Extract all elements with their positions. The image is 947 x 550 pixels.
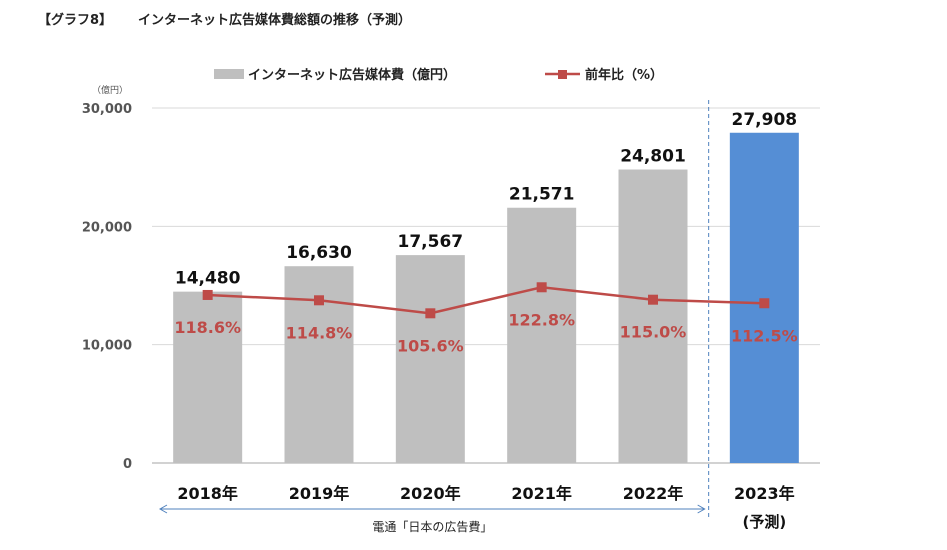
legend-label-bars: インターネット広告媒体費（億円） xyxy=(248,67,456,83)
growth-line xyxy=(207,286,765,315)
bar xyxy=(507,207,577,463)
growth-marker xyxy=(536,282,547,293)
bar-value-label: 17,567 xyxy=(398,232,464,252)
source-label: 電通「日本の広告費」 xyxy=(372,519,492,534)
growth-marker xyxy=(759,298,770,309)
y-tick-label: 20,000 xyxy=(82,220,132,235)
growth-value-label: 115.0% xyxy=(620,323,687,342)
bar xyxy=(395,255,465,463)
bar-value-label: 16,630 xyxy=(286,243,352,263)
growth-value-label: 118.6% xyxy=(174,318,241,337)
bar xyxy=(173,291,243,463)
growth-marker xyxy=(202,289,213,300)
bar-value-label: 27,908 xyxy=(732,110,798,130)
growth-value-label: 105.6% xyxy=(397,336,464,355)
chart-title: 【グラフ8】 インターネット広告媒体費総額の推移（予測） xyxy=(38,9,411,28)
x-tick-label: 2023年 xyxy=(734,484,795,503)
y-unit-label: （億円） xyxy=(92,84,128,96)
graph-number: 【グラフ8】 xyxy=(38,13,113,28)
bar-value-label: 24,801 xyxy=(620,147,686,167)
y-tick-label: 10,000 xyxy=(82,339,132,354)
growth-value-label: 112.5% xyxy=(731,326,798,345)
bar xyxy=(618,169,688,464)
bar-value-label: 21,571 xyxy=(509,185,575,205)
x-tick-label: 2018年 xyxy=(177,484,238,503)
x-tick-label: 2019年 xyxy=(289,484,350,503)
growth-value-label: 114.8% xyxy=(286,323,353,342)
source-arrow-left xyxy=(158,504,168,514)
x-tick-label: 2020年 xyxy=(400,484,461,503)
x-tick-label: 2021年 xyxy=(511,484,572,503)
y-tick-label: 30,000 xyxy=(82,102,132,117)
forecast-bar xyxy=(729,132,799,463)
bar-value-label: 14,480 xyxy=(175,269,241,289)
growth-marker xyxy=(648,294,658,305)
x-tick-label: 2022年 xyxy=(623,484,684,503)
forecast-sublabel: (予測) xyxy=(742,513,786,531)
legend-swatch-marker xyxy=(558,70,567,79)
legend-swatch-bars xyxy=(214,69,244,79)
source-arrow-right xyxy=(697,504,706,514)
growth-marker xyxy=(314,295,324,306)
title-text: インターネット広告媒体費総額の推移（予測） xyxy=(138,13,412,28)
growth-marker xyxy=(425,308,436,319)
y-tick-label: 0 xyxy=(123,457,132,472)
legend-label-line: 前年比（%） xyxy=(585,67,663,83)
growth-value-label: 122.8% xyxy=(508,310,575,329)
